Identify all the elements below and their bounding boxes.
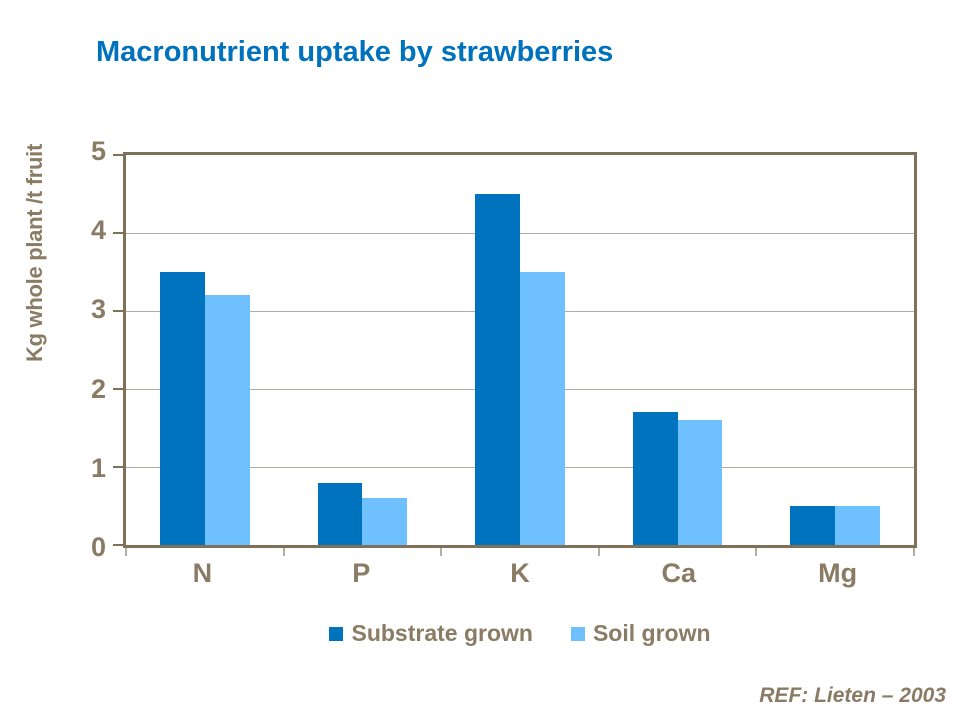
y-tick-label-2: 2 — [90, 373, 106, 404]
x-category-label-K: K — [510, 558, 530, 588]
x-category-label-Ca: Ca — [661, 558, 697, 588]
chart-title: Macronutrient uptake by strawberries — [96, 36, 614, 68]
x-axis-category-labels: N P K Ca Mg — [123, 560, 917, 587]
y-tick-label-4: 4 — [90, 215, 106, 246]
bar-substrate-grown-Ca — [632, 412, 678, 545]
legend-item-substrate-grown: Substrate grown — [329, 620, 533, 647]
bar-substrate-grown-P — [317, 482, 363, 545]
gridline-y-4 — [126, 233, 914, 234]
bar-group-P — [284, 155, 442, 545]
x-tick-mark-1 — [282, 548, 285, 556]
y-tick-label-0: 0 — [90, 531, 106, 562]
x-tick-mark-5 — [913, 548, 915, 556]
chart-legend: Substrate grown Soil grown — [123, 620, 917, 647]
y-tick-mark-4 — [113, 232, 123, 234]
bar-series-layer — [126, 155, 914, 545]
legend-label-soil-grown: Soil grown — [592, 620, 711, 646]
bar-group-K — [441, 155, 599, 545]
x-category-label-P: P — [352, 558, 371, 588]
bar-substrate-grown-Mg — [790, 506, 836, 545]
bar-substrate-grown-N — [160, 272, 205, 545]
bar-soil-grown-Ca — [677, 420, 723, 545]
y-tick-label-5: 5 — [90, 135, 106, 166]
x-tick-mark-2 — [440, 548, 443, 556]
bar-soil-grown-N — [204, 295, 250, 545]
x-tick-mark-0 — [125, 548, 127, 556]
y-tick-mark-0 — [113, 544, 123, 546]
x-category-label-Mg: Mg — [818, 558, 858, 588]
y-tick-mark-3 — [113, 310, 123, 312]
x-category-label-N: N — [192, 558, 213, 588]
y-tick-mark-2 — [113, 388, 123, 390]
legend-item-soil-grown: Soil grown — [570, 620, 711, 647]
y-tick-mark-5 — [113, 154, 123, 156]
legend-label-substrate-grown: Substrate grown — [351, 620, 533, 646]
legend-swatch-soil-grown-icon — [570, 626, 585, 641]
x-tick-mark-4 — [755, 548, 758, 556]
bar-group-Mg — [756, 155, 914, 545]
y-axis-tick-labels: 5 4 3 2 1 0 — [40, 137, 106, 560]
plot-area — [113, 152, 917, 556]
y-tick-label-1: 1 — [90, 452, 106, 483]
bar-group-N — [126, 155, 284, 545]
bar-soil-grown-Mg — [835, 506, 880, 545]
x-tick-mark-3 — [597, 548, 600, 556]
y-tick-mark-1 — [113, 466, 123, 468]
bar-soil-grown-K — [519, 272, 565, 545]
reference-note: REF: Lieten – 2003 — [759, 684, 946, 707]
bar-substrate-grown-K — [475, 194, 520, 545]
bar-soil-grown-P — [362, 498, 408, 545]
y-tick-label-3: 3 — [90, 294, 106, 325]
legend-swatch-substrate-grown-icon — [329, 626, 344, 641]
bar-group-Ca — [599, 155, 757, 545]
